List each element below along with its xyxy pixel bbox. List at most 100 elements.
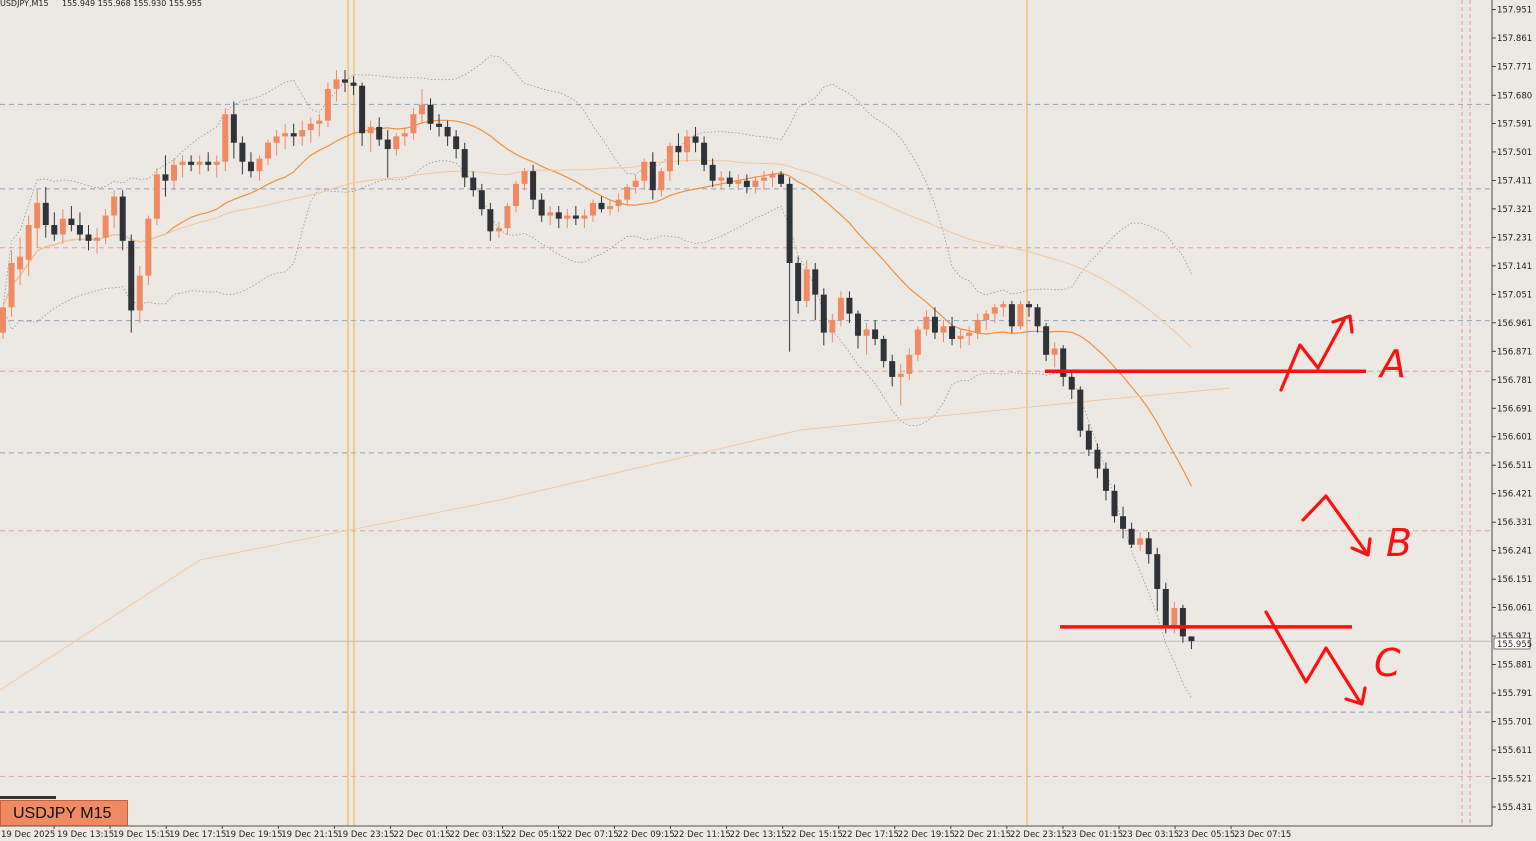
candle-112 — [957, 329, 964, 349]
candle-18 — [153, 168, 160, 226]
candle-body-65 — [555, 212, 562, 219]
price-tick-label-9: 157.141 — [1497, 262, 1532, 272]
candle-body-55 — [470, 177, 477, 191]
price-tick-label-6: 157.411 — [1497, 176, 1532, 186]
annotation-letter-b: B — [1386, 521, 1412, 565]
candle-45 — [384, 130, 391, 178]
candle-1 — [8, 250, 15, 317]
candle-body-20 — [171, 164, 177, 181]
candle-body-17 — [145, 218, 152, 276]
candle-17 — [145, 215, 152, 286]
candle-25 — [213, 155, 220, 178]
time-tick-label-6: 19 Dec 23:15 — [337, 830, 394, 840]
candle-body-5 — [42, 202, 49, 226]
candle-48 — [410, 107, 417, 140]
letter-b-label: B — [1386, 521, 1412, 565]
candle-46 — [393, 133, 400, 156]
annotation-letter-c: C — [1374, 641, 1401, 685]
fast-ma — [2, 119, 1193, 487]
candle-114 — [974, 313, 981, 339]
candle-71 — [607, 199, 614, 216]
candle-body-130 — [1111, 490, 1118, 517]
candle-body-97 — [829, 319, 836, 333]
candle-11 — [94, 228, 101, 254]
candle-body-63 — [538, 199, 545, 216]
candle-body-87 — [743, 180, 750, 188]
candle-95 — [812, 262, 819, 320]
candle-82 — [701, 136, 708, 172]
candle-body-94 — [803, 269, 810, 301]
candle-49 — [418, 88, 425, 124]
candle-body-13 — [111, 196, 118, 216]
candle-6 — [51, 212, 58, 241]
candle-body-44 — [376, 126, 383, 140]
candle-body-68 — [581, 215, 588, 219]
candle-body-0 — [0, 307, 6, 333]
candle-15 — [128, 234, 135, 333]
letter-c-label: C — [1374, 641, 1401, 685]
candle-body-88 — [752, 180, 759, 188]
last-price-value: 155.955 — [1497, 640, 1532, 650]
candle-54 — [461, 142, 468, 188]
price-tick-label-3: 157.680 — [1497, 91, 1532, 101]
candle-107 — [914, 326, 921, 362]
candle-body-39 — [333, 79, 340, 89]
symbol-badge-bar — [0, 796, 56, 799]
candle-body-115 — [983, 313, 990, 320]
candle-body-73 — [624, 187, 631, 200]
time-tick-label-20: 23 Dec 03:15 — [1122, 830, 1179, 840]
candle-body-30 — [256, 158, 263, 172]
candle-body-34 — [290, 133, 297, 137]
candle-128 — [1094, 443, 1101, 479]
candle-102 — [872, 319, 879, 346]
candle-9 — [76, 212, 83, 241]
candle-124 — [1060, 345, 1067, 387]
candle-96 — [820, 288, 827, 346]
candle-75 — [641, 158, 648, 191]
candle-132 — [1128, 522, 1135, 548]
candle-44 — [376, 117, 383, 146]
candle-10 — [85, 225, 92, 251]
candle-97 — [829, 313, 836, 343]
candle-104 — [889, 354, 896, 387]
time-tick-label-4: 19 Dec 19:15 — [225, 830, 282, 840]
candle-70 — [598, 196, 605, 213]
price-tick-label-14: 156.691 — [1497, 404, 1532, 414]
candle-19 — [162, 155, 169, 197]
price-tick-label-15: 156.601 — [1497, 433, 1532, 443]
candle-69 — [589, 199, 596, 222]
candle-body-106 — [906, 354, 913, 374]
candle-body-41 — [350, 82, 357, 86]
candle-body-66 — [564, 215, 571, 219]
candle-body-93 — [795, 262, 802, 301]
candle-body-137 — [1171, 607, 1178, 627]
candles — [0, 69, 1195, 650]
lower-band — [2, 160, 1192, 699]
candle-13 — [111, 190, 118, 229]
candle-body-50 — [427, 104, 434, 124]
candle-body-53 — [453, 136, 460, 150]
candle-body-69 — [589, 202, 596, 216]
price-tick-label-1: 157.861 — [1497, 34, 1532, 44]
candle-30 — [256, 155, 263, 181]
time-tick-label-12: 22 Dec 11:15 — [674, 830, 731, 840]
price-tick-label-24: 155.791 — [1497, 689, 1532, 699]
candle-63 — [538, 193, 545, 222]
candle-body-113 — [966, 332, 973, 336]
candle-body-43 — [367, 126, 374, 134]
candle-23 — [196, 155, 203, 175]
candle-body-31 — [265, 142, 272, 159]
candle-105 — [897, 364, 904, 406]
candle-66 — [564, 209, 571, 229]
scenario-a-arrow — [1279, 314, 1354, 392]
candle-body-108 — [923, 316, 930, 330]
time-tick-label-8: 22 Dec 03:15 — [449, 830, 506, 840]
candle-35 — [299, 120, 306, 146]
candle-47 — [401, 126, 408, 146]
candle-110 — [940, 319, 947, 343]
candle-body-14 — [119, 196, 126, 241]
candle-body-62 — [530, 171, 537, 200]
price-tick-label-10: 157.051 — [1497, 290, 1532, 300]
